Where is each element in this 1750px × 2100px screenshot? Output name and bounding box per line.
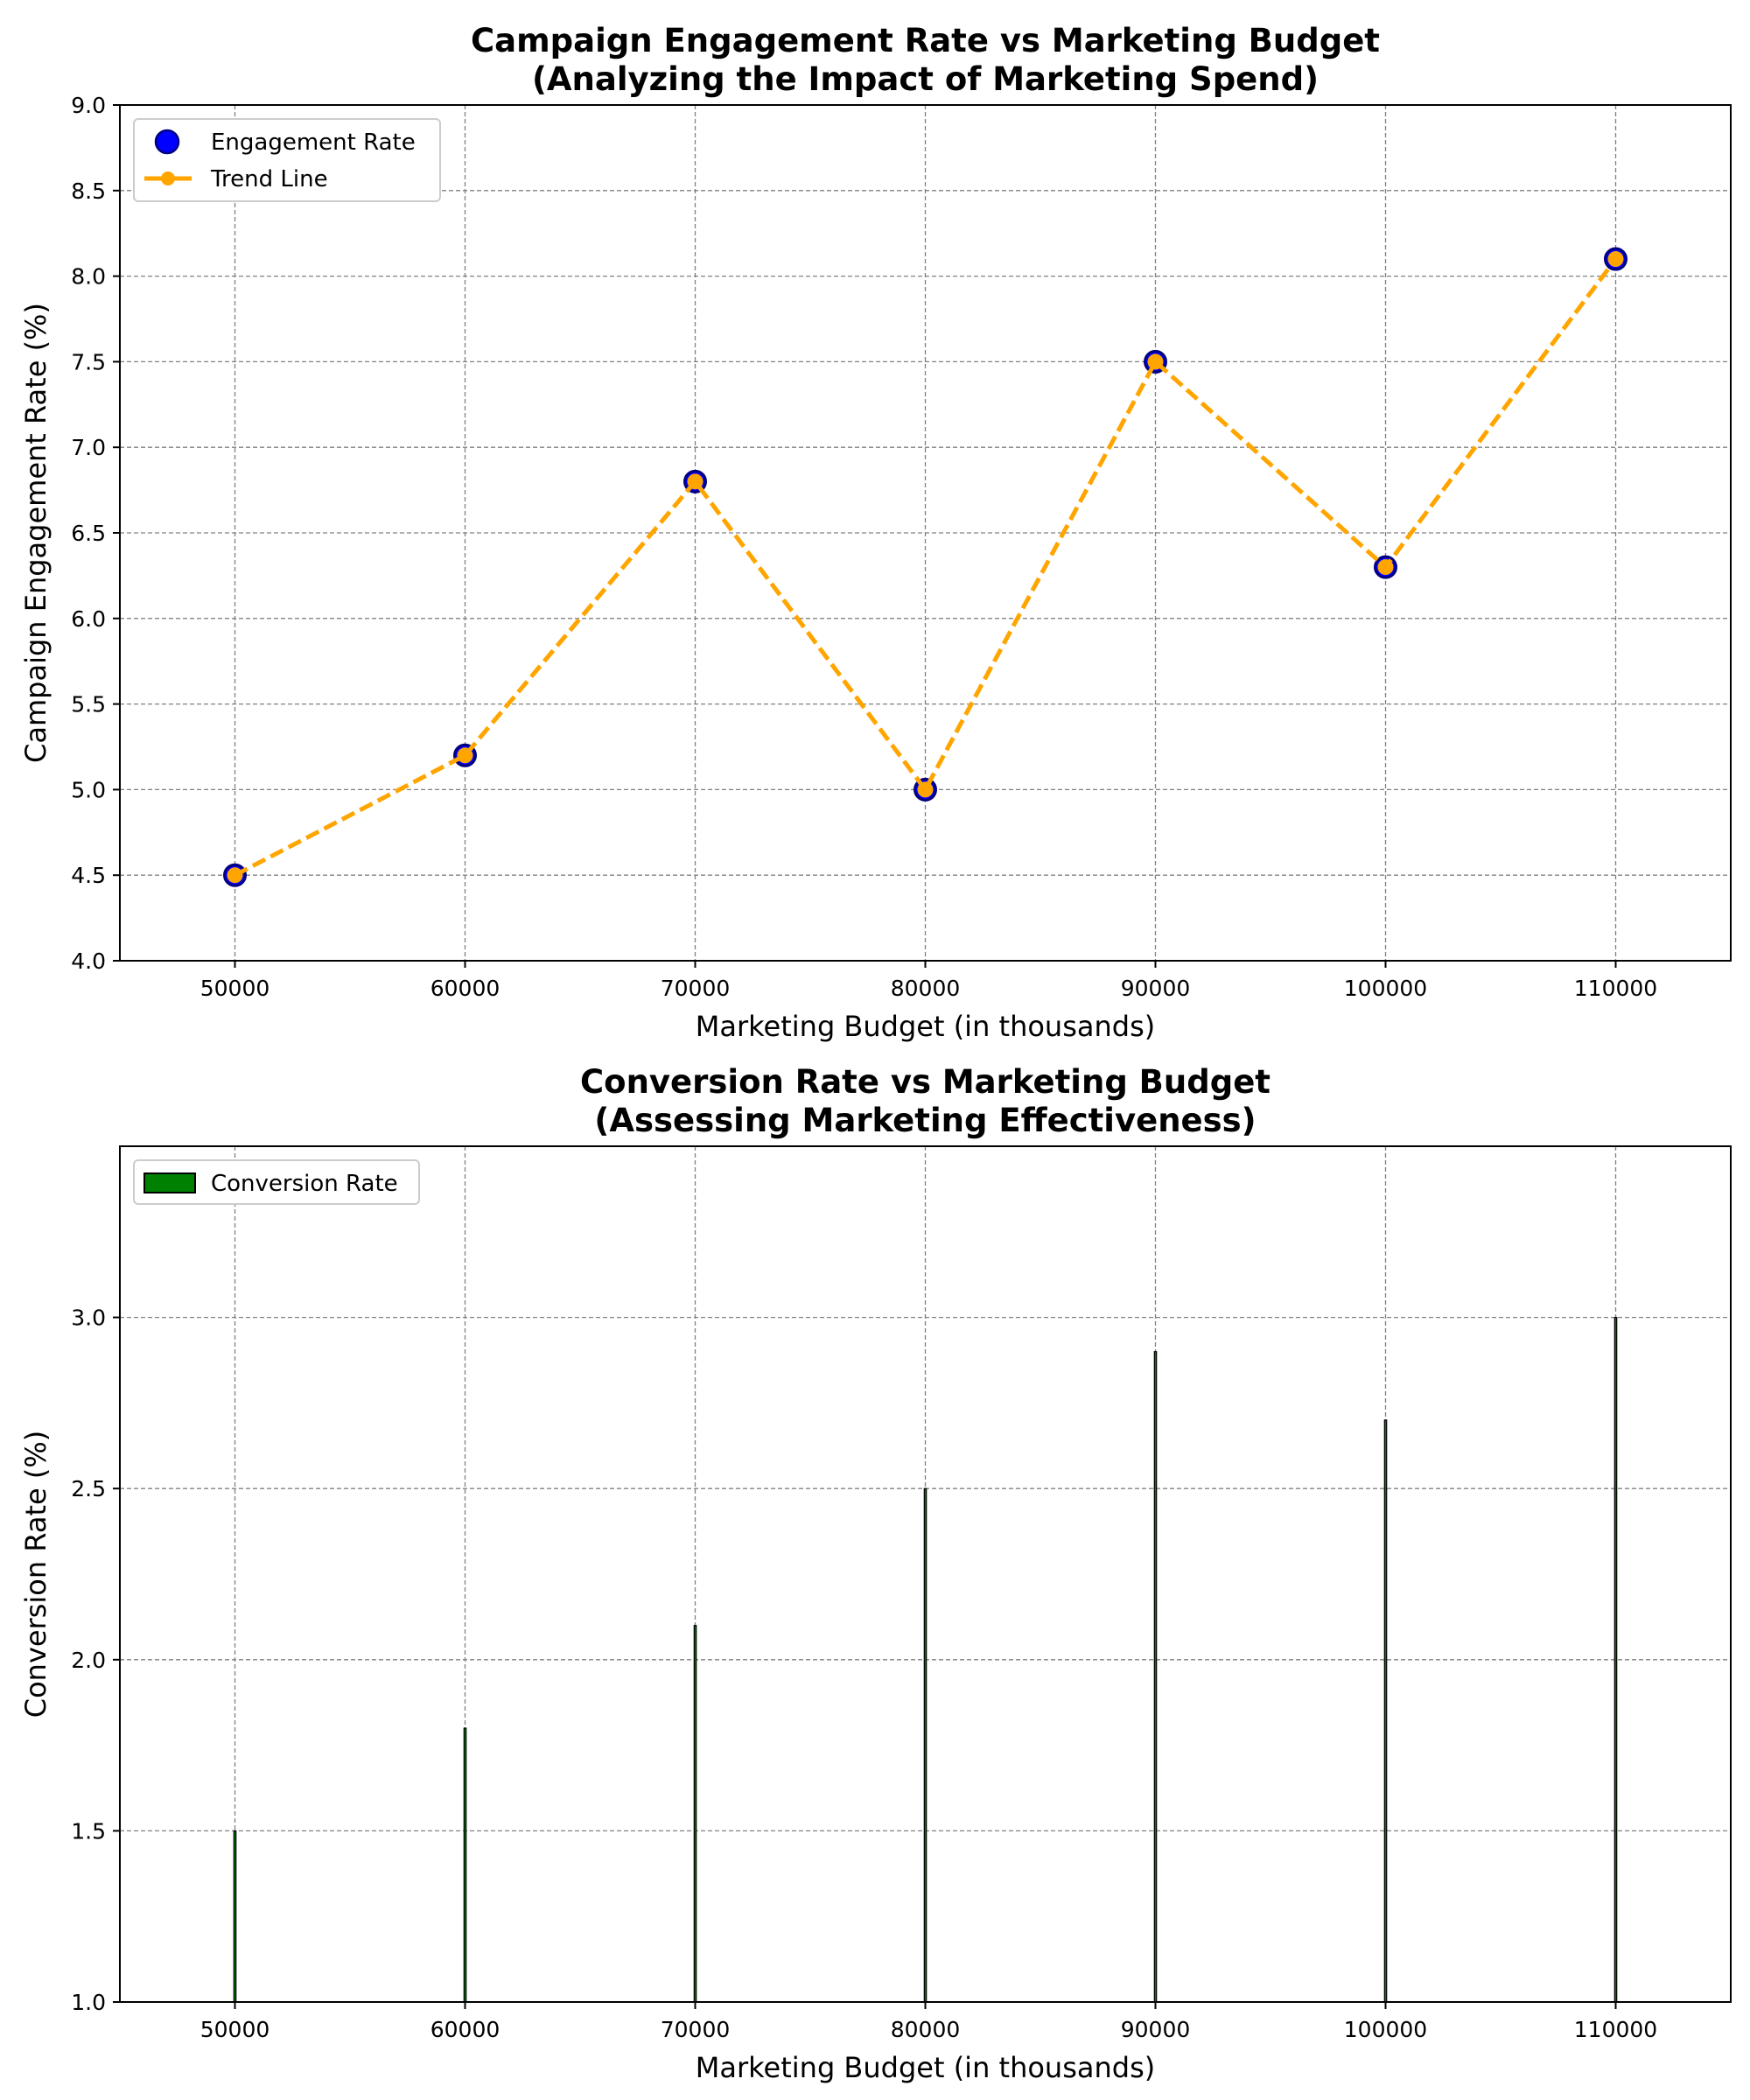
y-tick-label: 8.0: [71, 264, 106, 290]
bar: [693, 1625, 697, 2003]
legend-label: Conversion Rate: [211, 1171, 398, 1197]
trend-marker: [227, 867, 243, 884]
y-tick-label: 6.5: [71, 521, 106, 546]
x-tick-label: 90000: [1121, 976, 1191, 1001]
x-tick-label: 100000: [1344, 976, 1427, 1001]
y-axis-label: Campaign Engagement Rate (%): [19, 303, 52, 763]
legend: Engagement Rate Trend Line: [133, 118, 441, 202]
y-tick-label: 5.5: [71, 692, 106, 718]
trend-marker: [457, 747, 473, 764]
trend-marker: [687, 473, 704, 490]
x-tick-label: 60000: [430, 976, 500, 1001]
trend-marker: [1377, 559, 1394, 576]
legend-label: Engagement Rate: [211, 130, 416, 156]
y-tick-label: 3.0: [71, 1306, 106, 1331]
legend-marker: [154, 129, 180, 155]
x-tick-label: 70000: [661, 2017, 731, 2042]
y-tick-label: 7.5: [71, 349, 106, 374]
y-tick-label: 8.5: [71, 178, 106, 204]
x-tick-label: 110000: [1574, 976, 1657, 1001]
y-tick-label: 2.5: [71, 1476, 106, 1502]
chart-title: (Analyzing the Impact of Marketing Spend…: [532, 60, 1319, 98]
bar: [923, 1488, 928, 2003]
x-tick-label: 80000: [891, 2017, 961, 2042]
legend-swatch: [144, 1172, 196, 1194]
bar: [463, 1727, 467, 2003]
chart-title: (Assessing Marketing Effectiveness): [594, 1102, 1256, 1139]
trend-marker: [917, 781, 934, 798]
bar: [1614, 1316, 1618, 2003]
chart-title: Conversion Rate vs Marketing Budget: [580, 1063, 1270, 1101]
legend-label: Trend Line: [210, 166, 328, 192]
chart-title: Campaign Engagement Rate vs Marketing Bu…: [471, 22, 1380, 60]
y-tick-label: 7.0: [71, 435, 106, 460]
conversion-chart: Conversion Rate vs Marketing Budget(Asse…: [19, 1063, 1732, 2084]
x-tick-label: 90000: [1121, 2017, 1191, 2042]
y-tick-label: 4.5: [71, 863, 106, 888]
y-tick-label: 4.0: [71, 948, 106, 974]
y-tick-label: 6.0: [71, 606, 106, 632]
y-tick-label: 9.0: [71, 93, 106, 118]
legend-marker: [161, 172, 175, 186]
bar: [1153, 1351, 1158, 2003]
x-tick-label: 110000: [1574, 2017, 1657, 2042]
x-axis-label: Marketing Budget (in thousands): [696, 1010, 1155, 1043]
x-tick-label: 70000: [661, 976, 731, 1001]
legend-box: [133, 118, 441, 202]
engagement-chart: Campaign Engagement Rate vs Marketing Bu…: [19, 22, 1732, 1043]
bar: [1383, 1419, 1388, 2003]
legend: Conversion Rate: [133, 1159, 420, 1205]
trend-marker: [1147, 354, 1164, 370]
y-tick-label: 5.0: [71, 777, 106, 802]
y-axis-label: Conversion Rate (%): [19, 1431, 52, 1718]
x-tick-label: 60000: [430, 2017, 500, 2042]
x-tick-label: 80000: [891, 976, 961, 1001]
x-axis-label: Marketing Budget (in thousands): [696, 2051, 1155, 2084]
x-tick-label: 50000: [200, 976, 270, 1001]
x-tick-label: 100000: [1344, 2017, 1427, 2042]
legend-box: [133, 1159, 420, 1205]
y-tick-label: 1.0: [71, 1990, 106, 2015]
y-tick-label: 2.0: [71, 1648, 106, 1673]
trend-marker: [1607, 251, 1624, 268]
y-tick-label: 1.5: [71, 1818, 106, 1844]
x-tick-label: 50000: [200, 2017, 270, 2042]
bar: [233, 1830, 237, 2003]
